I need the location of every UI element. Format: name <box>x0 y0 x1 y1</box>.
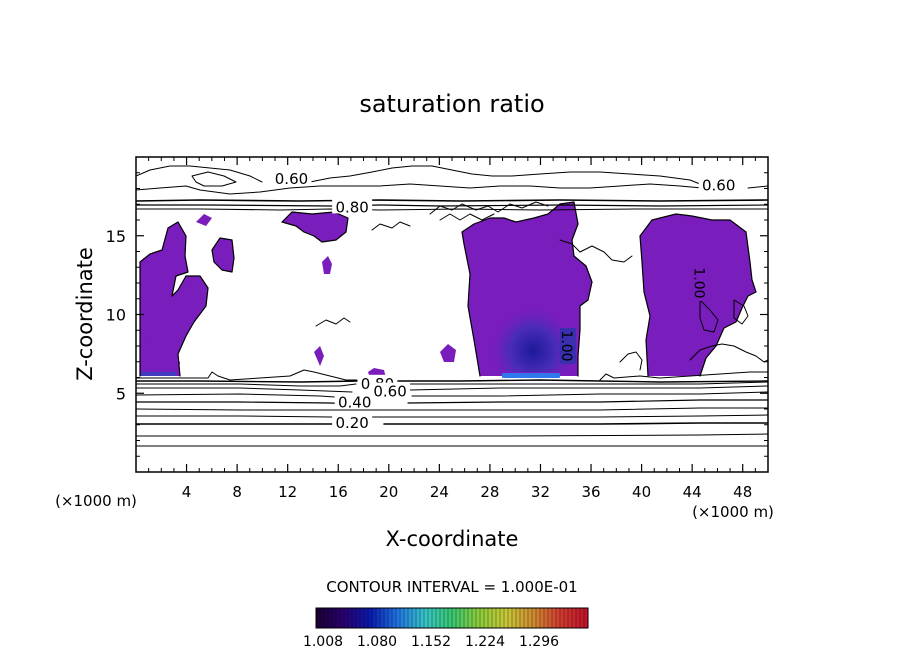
x-tick-label: 8 <box>232 483 242 501</box>
color-bar-label: 1.008 <box>303 634 343 650</box>
cloud-blob <box>196 214 212 226</box>
x-tick-label: 4 <box>182 483 192 501</box>
x-tick-label: 28 <box>480 483 499 501</box>
svg-text:1.00: 1.00 <box>691 267 707 298</box>
svg-text:1.00: 1.00 <box>558 330 574 361</box>
x-tick-label: 44 <box>683 483 702 501</box>
contour-label: 1.00 <box>558 328 577 364</box>
plot-area: 0.600.600.800.800.600.400.201.001.00 <box>136 157 768 472</box>
chart-title: saturation ratio <box>359 90 544 118</box>
cloud-base-highlight <box>502 373 560 378</box>
svg-text:0.80: 0.80 <box>335 198 368 216</box>
x-tick-label: 32 <box>531 483 550 501</box>
contour-label: 1.00 <box>691 265 709 301</box>
y-axis: 5 10 15 <box>106 172 768 457</box>
x-tick-label: 20 <box>379 483 398 501</box>
contour-label: 0.60 <box>271 170 312 188</box>
contour-label: 0.80 <box>332 198 373 216</box>
cloud-region-left <box>140 222 208 376</box>
contour-label: 0.40 <box>334 393 375 412</box>
x-tick-label: 12 <box>278 483 297 501</box>
y-tick-label: 5 <box>116 384 126 403</box>
contour-lines <box>136 165 768 447</box>
color-bar-label: 1.152 <box>411 634 451 650</box>
color-bar-label: 1.296 <box>519 634 559 650</box>
contour-value-labels: 0.600.600.800.800.600.400.201.001.00 <box>271 170 739 432</box>
color-bar: 1.008 1.080 1.152 1.224 1.296 <box>303 607 589 650</box>
cloud-region-left-base <box>140 340 180 376</box>
x-tick-label: 40 <box>632 483 651 501</box>
x-tick-label: 36 <box>581 483 600 501</box>
svg-text:0.60: 0.60 <box>702 176 735 194</box>
cloud-blob <box>314 346 324 366</box>
x-tick-label: 16 <box>329 483 348 501</box>
x-tick-label: 48 <box>733 483 752 501</box>
y-tick-label: 10 <box>106 306 126 325</box>
x-axis: 4 8 12 16 20 24 28 32 36 40 44 48 <box>148 157 756 501</box>
svg-text:0.60: 0.60 <box>373 383 406 401</box>
contour-interval-text: CONTOUR INTERVAL = 1.000E-01 <box>326 578 577 596</box>
contour-label: 0.60 <box>370 382 411 401</box>
x-axis-title: X-coordinate <box>386 527 519 551</box>
cloud-blob <box>212 238 234 272</box>
cloud-blob <box>282 212 348 242</box>
color-bar-label: 1.224 <box>465 634 505 650</box>
cloud-core-center <box>486 286 572 372</box>
x-unit-left: (×1000 m) <box>55 492 137 510</box>
x-tick-label: 24 <box>430 483 449 501</box>
contour-label: 0.60 <box>698 176 739 194</box>
y-tick-label: 15 <box>106 227 126 246</box>
contour-label: 0.20 <box>332 414 373 432</box>
svg-text:0.40: 0.40 <box>338 394 371 412</box>
x-unit-right: (×1000 m) <box>692 503 774 521</box>
color-bar-labels: 1.008 1.080 1.152 1.224 1.296 <box>303 634 559 650</box>
svg-text:0.20: 0.20 <box>335 414 368 432</box>
svg-text:0.60: 0.60 <box>275 170 308 188</box>
cloud-blob <box>322 256 332 274</box>
color-bar-label: 1.080 <box>357 634 397 650</box>
y-axis-title: Z-coordinate <box>73 247 97 381</box>
cloud-blob <box>440 344 456 362</box>
